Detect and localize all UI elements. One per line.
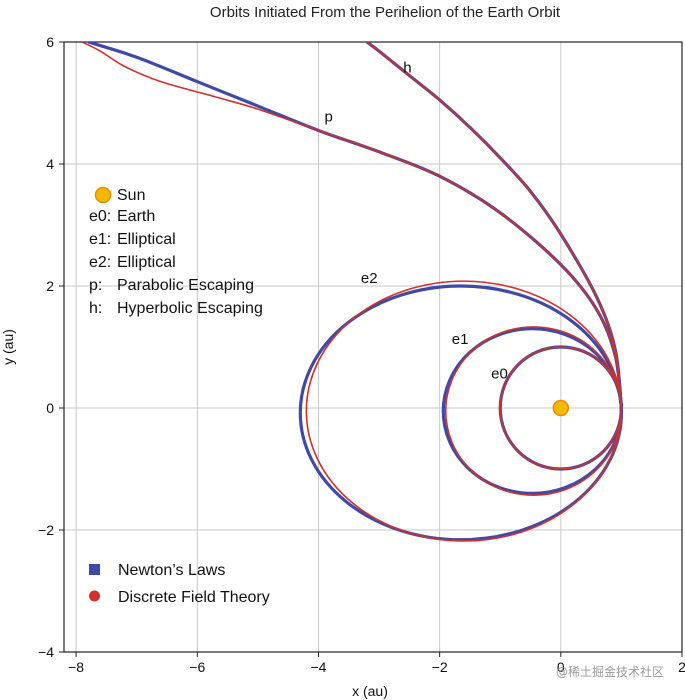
- orbit-h-dft: [366, 42, 623, 409]
- orbit-labels: e0 e1 e2 p h: [325, 60, 508, 383]
- orbits-layer: [81, 42, 624, 542]
- orbit-h-newton: [365, 42, 624, 409]
- sun-marker: [552, 399, 570, 417]
- dft-legend-label: Discrete Field Theory: [118, 589, 270, 606]
- axis-ticks: −8 −6 −4 −2 0 2 −4 −2 0 2 4 6: [38, 34, 685, 675]
- watermark: @稀土掘金技术社区: [556, 664, 664, 679]
- x-tick-label: −2: [432, 659, 448, 675]
- legend-key-p: p:: [89, 277, 102, 294]
- series-legend: Newton’s Laws Discrete Field Theory: [89, 562, 270, 606]
- y-tick-label: −2: [38, 522, 54, 538]
- y-tick-label: 0: [46, 400, 54, 416]
- chart-title: Orbits Initiated From the Perihelion of …: [210, 4, 561, 21]
- orbit-label-h: h: [403, 60, 411, 77]
- legend-name-e2: Elliptical: [117, 254, 176, 271]
- orbit-label-p: p: [325, 108, 333, 125]
- x-tick-label: −4: [310, 659, 326, 675]
- y-tick-label: −4: [38, 644, 54, 660]
- y-tick-label: 4: [46, 156, 54, 172]
- sun-icon: [94, 186, 112, 204]
- orbit-e2-dft: [305, 280, 623, 542]
- object-legend: Sun e0: Earth e1: Elliptical e2: Ellipti…: [89, 186, 263, 317]
- legend-key-e2: e2:: [89, 254, 111, 271]
- orbit-label-e0: e0: [491, 366, 508, 383]
- orbit-e2-newton: [298, 284, 624, 542]
- legend-name-p: Parabolic Escaping: [117, 277, 254, 294]
- x-axis-label: x (au): [352, 683, 388, 699]
- legend-name-h: Hyperbolic Escaping: [117, 300, 263, 317]
- orbit-p-newton: [87, 42, 623, 409]
- y-axis-label: y (au): [0, 329, 16, 365]
- x-tick-label: 2: [678, 659, 685, 675]
- legend-key-e1: e1:: [89, 231, 111, 248]
- legend-key-e0: e0:: [89, 208, 111, 225]
- x-tick-label: 0: [557, 659, 565, 675]
- x-tick-label: −8: [68, 659, 84, 675]
- plot-frame: [63, 41, 683, 653]
- legend-name-e0: Earth: [117, 208, 155, 225]
- orbit-label-e2: e2: [361, 270, 378, 287]
- dft-legend-marker: [89, 590, 100, 602]
- x-tick-label: −6: [189, 659, 205, 675]
- y-tick-label: 6: [46, 34, 54, 50]
- y-tick-label: 2: [46, 278, 54, 294]
- orbit-label-e1: e1: [452, 331, 469, 348]
- newton-legend-label: Newton’s Laws: [118, 562, 225, 579]
- legend-sun-label: Sun: [117, 187, 145, 204]
- legend-name-e1: Elliptical: [117, 231, 176, 248]
- newton-legend-marker: [89, 564, 100, 575]
- legend-key-h: h:: [89, 300, 102, 317]
- orbit-p-dft: [81, 42, 623, 409]
